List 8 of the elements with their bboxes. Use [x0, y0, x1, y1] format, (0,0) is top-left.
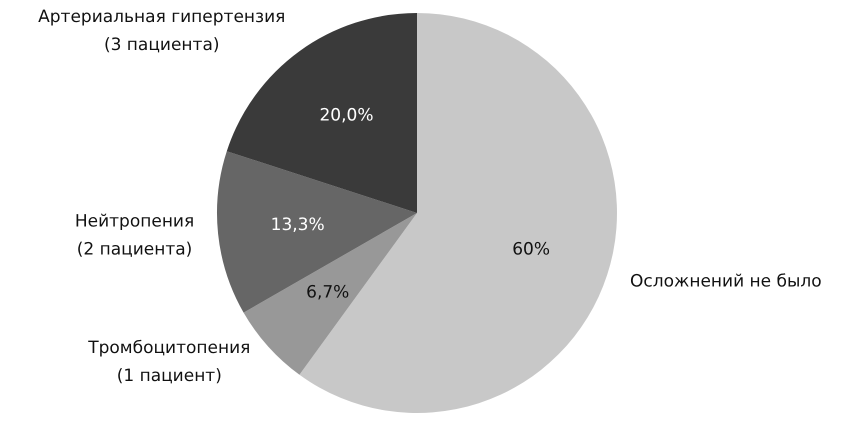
- data-label: 13,3%: [270, 214, 325, 235]
- slice-label: Тромбоцитопения (1 пациент): [87, 338, 250, 386]
- data-label: 20,0%: [319, 105, 374, 126]
- slice-label: Осложнений не было: [630, 272, 822, 292]
- slice-label: Артериальная гипертензия (3 пациента): [38, 7, 286, 56]
- data-label: 6,7%: [306, 282, 350, 303]
- data-label: 60%: [512, 240, 550, 260]
- slice-label: Нейтропения (2 пациента): [74, 212, 194, 260]
